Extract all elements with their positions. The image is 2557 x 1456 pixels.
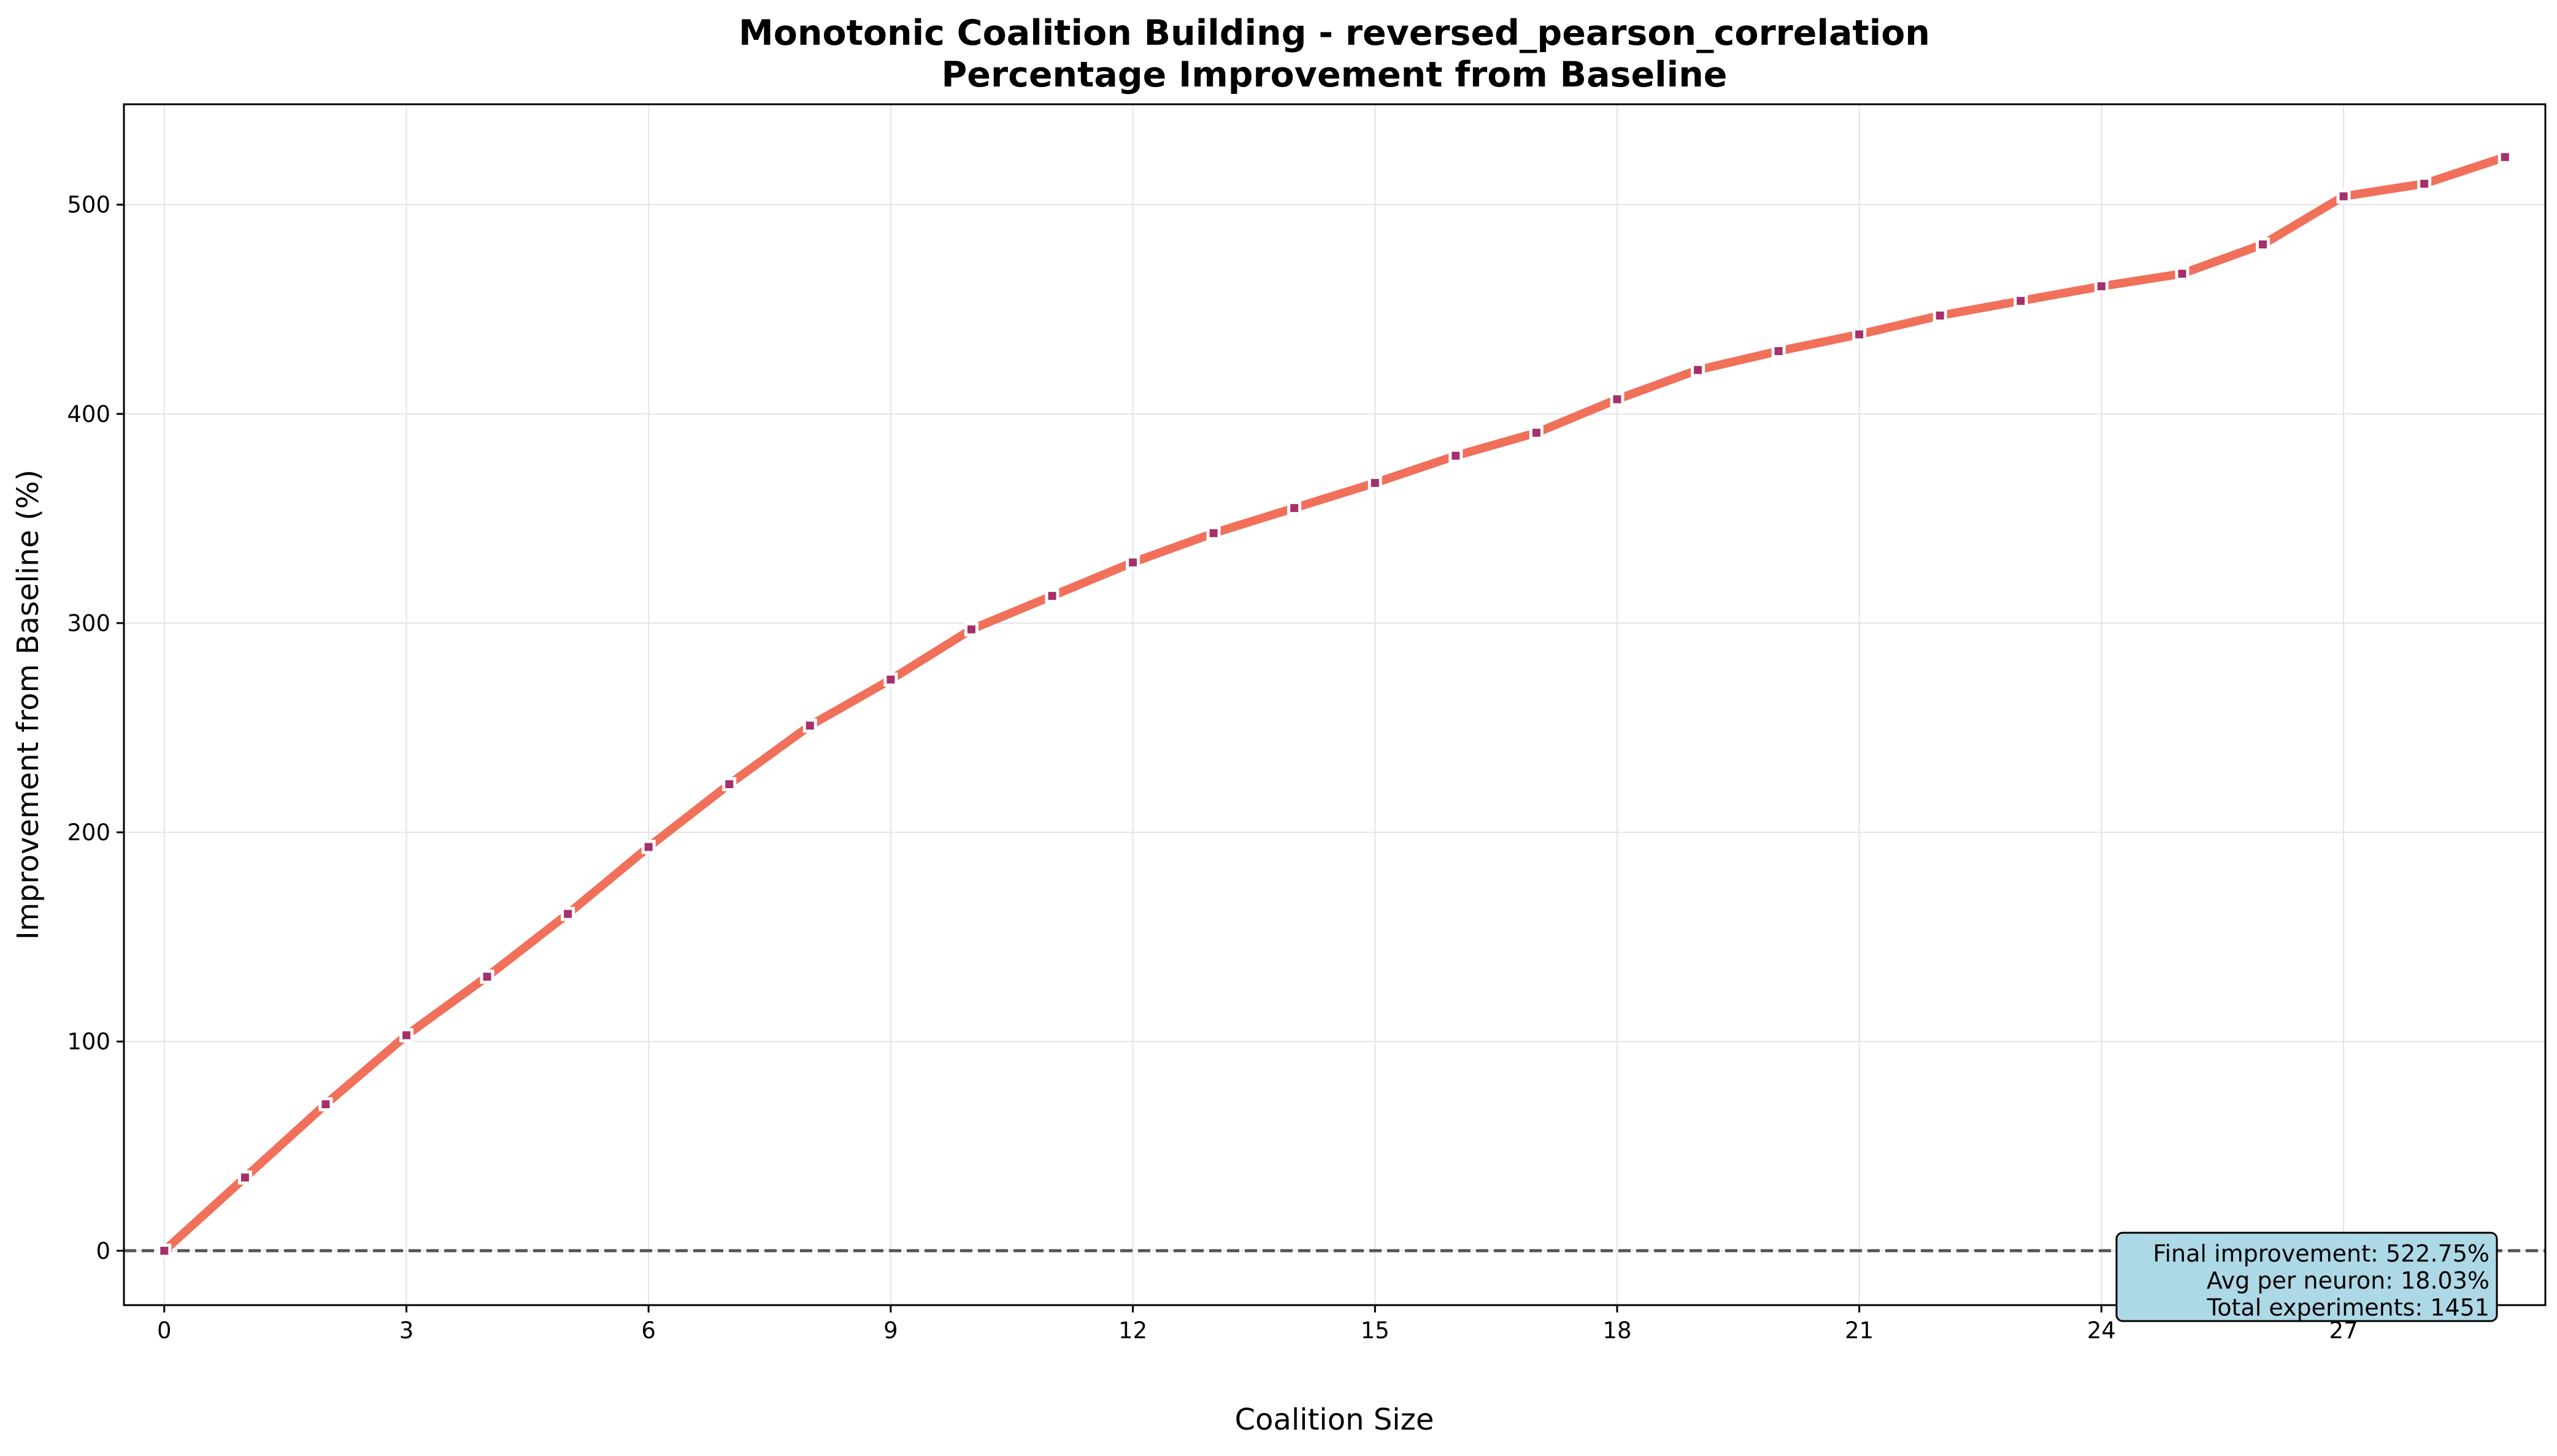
- x-tick-label: 15: [1361, 1317, 1390, 1344]
- data-point: [1529, 426, 1544, 440]
- y-tick-label: 200: [67, 819, 110, 846]
- x-tick-label: 18: [1602, 1317, 1631, 1344]
- data-point: [802, 718, 817, 733]
- data-point: [399, 1028, 413, 1043]
- data-point: [2256, 237, 2271, 252]
- data-point: [1771, 344, 1786, 359]
- data-point: [1932, 308, 1947, 323]
- data-point: [1691, 362, 1705, 377]
- chart-subtitle: Percentage Improvement from Baseline: [942, 55, 1728, 95]
- y-tick-label: 300: [67, 610, 110, 637]
- stats-box: Final improvement: 522.75% Avg per neuro…: [2115, 1232, 2498, 1322]
- plot-frame: [123, 103, 2547, 1306]
- x-tick-label: 0: [157, 1317, 172, 1344]
- x-tick-label: 6: [641, 1317, 656, 1344]
- data-point: [2175, 266, 2190, 281]
- data-point: [964, 622, 979, 637]
- y-tick-label: 0: [96, 1238, 110, 1264]
- data-point: [1852, 327, 1867, 342]
- data-point: [1287, 500, 1302, 515]
- data-point: [722, 777, 737, 792]
- data-point: [1367, 475, 1382, 490]
- x-tick-label: 21: [1845, 1317, 1874, 1344]
- y-tick-label: 400: [67, 401, 110, 427]
- y-tick-label: 500: [67, 192, 110, 218]
- data-point: [561, 906, 575, 921]
- data-point: [2094, 279, 2109, 294]
- data-point: [1610, 392, 1625, 407]
- x-tick-label: 9: [883, 1317, 898, 1344]
- x-axis-label: Coalition Size: [1235, 1403, 1434, 1437]
- stats-final-improvement: Final improvement: 522.75%: [2153, 1240, 2490, 1267]
- x-tick-label: 24: [2087, 1317, 2116, 1344]
- series-line: [160, 153, 2510, 1255]
- data-point: [1045, 589, 1059, 603]
- x-tick-label: 12: [1118, 1317, 1147, 1344]
- data-point: [883, 672, 898, 687]
- data-point: [2417, 177, 2432, 191]
- data-point: [318, 1097, 333, 1112]
- data-point: [237, 1170, 252, 1185]
- stats-box-background: [2115, 1232, 2498, 1322]
- data-point: [1206, 526, 1221, 540]
- chart-title: Monotonic Coalition Building - reversed_…: [739, 13, 1930, 53]
- y-axis-label: Improvement from Baseline (%): [11, 470, 45, 940]
- grid: [124, 104, 2545, 1305]
- data-point: [2497, 150, 2512, 164]
- y-tick-label: 100: [67, 1029, 110, 1055]
- stats-total-experiments: Total experiments: 1451: [2207, 1294, 2490, 1321]
- data-point: [2336, 189, 2351, 204]
- x-tick-label: 3: [399, 1317, 414, 1344]
- data-point: [641, 840, 656, 854]
- data-point: [157, 1243, 172, 1258]
- data-point: [1448, 448, 1463, 463]
- data-point: [1126, 555, 1140, 570]
- stats-avg-per-neuron: Avg per neuron: 18.03%: [2207, 1267, 2490, 1294]
- data-point: [2013, 294, 2028, 308]
- y-ticks: 0 100 200 300 400 500: [67, 192, 124, 1264]
- series-layer: [157, 150, 2512, 1258]
- x-ticks: 0 3 6 9 12 15 18 21 24 27: [157, 1305, 2358, 1344]
- data-point: [480, 969, 494, 984]
